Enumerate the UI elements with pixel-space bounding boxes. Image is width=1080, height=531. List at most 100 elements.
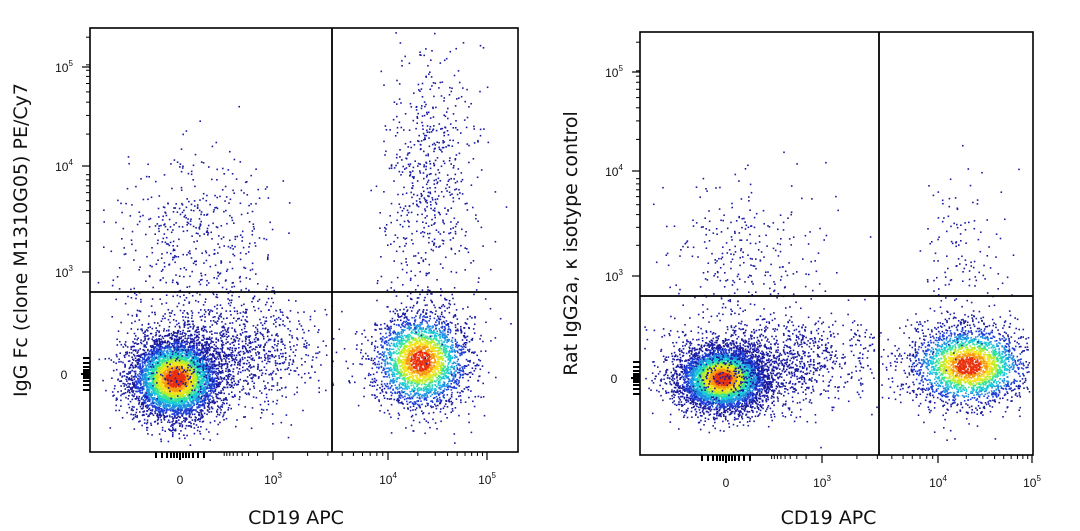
event-dot bbox=[148, 390, 150, 393]
event-dot bbox=[215, 357, 217, 360]
event-dot bbox=[190, 351, 193, 353]
event-dot bbox=[184, 346, 187, 348]
event-dot bbox=[169, 342, 171, 344]
event-dot bbox=[181, 425, 184, 428]
event-dot bbox=[143, 345, 145, 348]
event-dot bbox=[164, 385, 166, 387]
event-dot bbox=[123, 375, 126, 377]
event-dot bbox=[222, 341, 224, 344]
event-dot bbox=[172, 369, 175, 371]
event-dot bbox=[150, 383, 152, 386]
event-dot bbox=[171, 426, 174, 429]
event-dot bbox=[181, 351, 184, 353]
event-dot bbox=[136, 338, 138, 341]
event-dot bbox=[191, 357, 193, 359]
event-dot bbox=[124, 392, 127, 394]
event-dot bbox=[177, 411, 179, 414]
event-dot bbox=[115, 404, 117, 407]
event-dot bbox=[154, 408, 157, 410]
event-dot bbox=[171, 413, 173, 415]
event-dot bbox=[137, 380, 140, 382]
event-dot bbox=[120, 385, 122, 387]
event-dot bbox=[161, 363, 163, 366]
event-dot bbox=[180, 430, 182, 432]
event-dot bbox=[213, 384, 215, 386]
event-dot bbox=[124, 388, 127, 390]
event-dot bbox=[154, 420, 157, 423]
event-dot bbox=[158, 339, 161, 341]
event-dot bbox=[131, 418, 134, 421]
event-dot bbox=[204, 381, 207, 383]
event-dot bbox=[173, 356, 175, 359]
event-dot bbox=[140, 407, 143, 410]
event-dot bbox=[136, 361, 138, 364]
event-dot bbox=[139, 370, 141, 373]
event-dot bbox=[102, 379, 104, 382]
event-dot bbox=[162, 347, 164, 349]
event-dot bbox=[177, 341, 179, 343]
event-dot bbox=[164, 357, 167, 359]
event-dot bbox=[158, 358, 161, 360]
event-dot bbox=[208, 390, 210, 392]
event-dot bbox=[160, 408, 163, 410]
event-dot bbox=[172, 423, 174, 425]
event-dot bbox=[215, 372, 217, 375]
event-dot bbox=[143, 418, 146, 421]
event-dot bbox=[220, 390, 222, 392]
event-dot bbox=[166, 345, 169, 347]
event-dot bbox=[181, 360, 183, 362]
event-dot bbox=[118, 409, 121, 412]
event-dot bbox=[219, 421, 221, 424]
event-dot bbox=[164, 389, 166, 392]
event-dot bbox=[140, 386, 142, 388]
event-dot bbox=[127, 382, 129, 385]
event-dot bbox=[119, 352, 121, 354]
event-dot bbox=[206, 402, 209, 404]
event-dot bbox=[176, 364, 179, 367]
event-dot bbox=[220, 409, 222, 411]
event-dot bbox=[201, 343, 203, 346]
event-dot bbox=[137, 351, 139, 353]
event-dot bbox=[194, 387, 197, 389]
event-dot bbox=[167, 340, 170, 343]
event-dot bbox=[147, 356, 150, 358]
event-dot bbox=[182, 394, 185, 397]
event-dot bbox=[142, 411, 144, 413]
event-dot bbox=[126, 376, 128, 378]
event-dot bbox=[154, 390, 157, 392]
event-dot bbox=[183, 385, 185, 388]
event-dot bbox=[133, 342, 136, 345]
event-dot bbox=[160, 386, 163, 389]
event-dot bbox=[105, 389, 107, 392]
event-dot bbox=[173, 331, 176, 334]
event-dot bbox=[167, 409, 169, 411]
event-dot bbox=[179, 425, 181, 427]
event-dot bbox=[128, 390, 131, 392]
event-dot bbox=[157, 368, 159, 371]
event-dot bbox=[136, 395, 138, 398]
event-dot bbox=[130, 375, 133, 377]
event-dot bbox=[185, 398, 187, 400]
event-dot bbox=[149, 326, 151, 328]
event-dot bbox=[204, 370, 207, 373]
event-dot bbox=[172, 352, 175, 354]
event-dot bbox=[144, 399, 146, 402]
event-dot bbox=[117, 330, 120, 332]
event-dot bbox=[194, 391, 197, 393]
event-dot bbox=[180, 373, 182, 375]
event-dot bbox=[146, 385, 148, 387]
event-dot bbox=[163, 401, 166, 403]
event-dot bbox=[136, 415, 138, 417]
event-dot bbox=[139, 382, 141, 384]
event-dot bbox=[208, 358, 211, 360]
event-dot bbox=[213, 354, 215, 357]
event-dot bbox=[164, 317, 166, 320]
event-dot bbox=[211, 407, 214, 410]
event-dot bbox=[169, 421, 171, 424]
event-dot bbox=[115, 409, 117, 412]
event-dot bbox=[124, 344, 127, 347]
event-dot bbox=[153, 362, 155, 364]
event-dot bbox=[131, 356, 133, 358]
event-dot bbox=[143, 414, 145, 416]
